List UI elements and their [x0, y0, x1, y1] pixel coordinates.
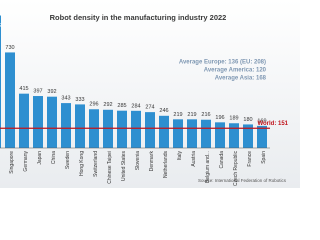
bar	[33, 96, 43, 148]
x-tick-label: Sweden	[65, 151, 71, 169]
x-tick-label: Belgium and...	[205, 151, 211, 183]
data-label: 169	[257, 118, 266, 124]
x-tick-label: China	[51, 151, 57, 164]
bar	[215, 122, 225, 148]
x-tick-label: Czech Republic	[233, 151, 239, 187]
annotation: Average Europe: 136 (EU: 208)	[179, 60, 266, 66]
x-tick-label: Italy	[177, 151, 183, 161]
x-tick-label: Austria	[191, 151, 197, 167]
data-label: 285	[117, 103, 126, 109]
bar	[47, 96, 57, 148]
x-tick-label: Japan	[37, 151, 43, 165]
x-tick-label: Republic of Korea	[0, 151, 1, 191]
data-label: 274	[145, 105, 154, 111]
data-label: 392	[47, 89, 56, 95]
x-tick-label: Denmark	[149, 151, 155, 172]
bar	[103, 109, 113, 148]
bar	[201, 119, 211, 148]
x-tick-label: Germany	[23, 151, 29, 172]
x-tick-label: Slovenia	[135, 151, 141, 170]
data-label: 246	[159, 108, 168, 114]
data-label: 189	[229, 116, 238, 122]
x-tick-label: Chinese Taipei	[107, 151, 113, 184]
data-label: 219	[173, 112, 182, 118]
bar	[145, 112, 155, 148]
bar	[187, 119, 197, 148]
x-tick-label: Hong Kong	[79, 151, 85, 176]
bar	[61, 103, 71, 148]
x-tick-label: Switzerland	[93, 151, 99, 177]
bar	[229, 123, 239, 148]
data-label: 397	[33, 88, 42, 94]
bar	[117, 110, 127, 148]
data-label: 415	[19, 86, 28, 92]
x-tick-label: Canada	[219, 151, 225, 169]
bar	[257, 125, 267, 148]
x-tick-label: United States	[121, 151, 127, 182]
annotation: Average Asia: 168	[215, 76, 267, 82]
data-label: 343	[61, 96, 70, 102]
x-tick-label: France	[247, 151, 253, 167]
reference-label: World: 151	[257, 121, 288, 127]
bar	[131, 110, 141, 148]
x-tick-label: Netherlands	[163, 151, 169, 178]
data-label: 292	[103, 102, 112, 108]
bar	[173, 119, 183, 148]
data-label: 216	[201, 112, 210, 118]
bar	[5, 52, 15, 148]
chart-title: Robot density in the manufacturing indus…	[50, 13, 227, 22]
bar	[75, 104, 85, 148]
data-label: 730	[5, 45, 14, 51]
plot-background	[0, 0, 300, 188]
bar	[159, 115, 169, 148]
source-note: Source: International Federation of Robo…	[198, 178, 287, 183]
data-label: 180	[243, 117, 252, 123]
data-label: 333	[75, 97, 84, 103]
x-tick-label: Singapore	[9, 151, 15, 174]
data-label: 1012	[0, 23, 2, 29]
data-label: 219	[187, 112, 196, 118]
data-label: 296	[89, 102, 98, 108]
bar	[19, 93, 29, 148]
annotation: Average America: 120	[204, 68, 267, 74]
x-tick-label: Spain	[261, 151, 267, 164]
bar	[0, 15, 1, 148]
data-label: 284	[131, 103, 140, 109]
bar	[243, 124, 253, 148]
data-label: 196	[215, 115, 224, 121]
chart: Robot density in the manufacturing indus…	[0, 0, 300, 191]
